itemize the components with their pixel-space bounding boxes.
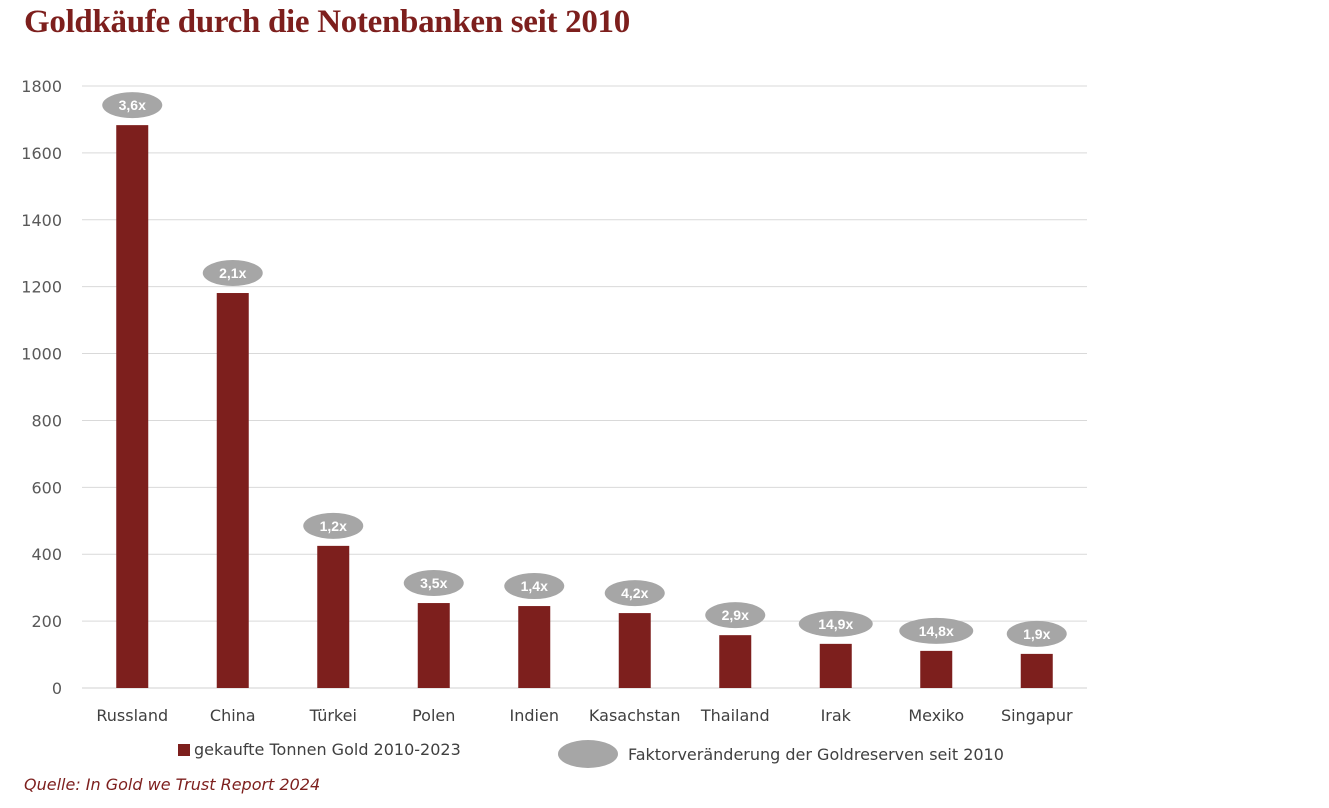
bar bbox=[317, 545, 350, 688]
bar-chart: 0 200 400 600 800 1000 1200 1400 1600 1800 3,6x 2,… bbox=[21, 77, 1087, 725]
gridlines bbox=[82, 85, 1087, 689]
chart-title: Goldkäufe durch die Notenbanken seit 201… bbox=[24, 4, 630, 40]
x-category-label: Kasachstan bbox=[589, 706, 681, 725]
bar bbox=[417, 603, 450, 688]
y-tick-label: 1800 bbox=[21, 77, 62, 96]
bar bbox=[116, 125, 149, 688]
factor-ellipse bbox=[899, 617, 974, 644]
factor-label: 14,9x bbox=[818, 616, 853, 632]
x-category-label: Russland bbox=[96, 706, 168, 725]
bar bbox=[216, 293, 249, 688]
factor-label: 1,2x bbox=[320, 518, 347, 534]
y-tick-label: 800 bbox=[31, 411, 62, 430]
factor-label: 2,9x bbox=[722, 607, 749, 623]
x-axis-categories: Russland China Türkei Polen Indien Kasachstan… bbox=[96, 706, 1073, 725]
legend-item-faktor: Faktorveränderung der Goldreserven seit … bbox=[558, 740, 1004, 768]
y-tick-label: 1000 bbox=[21, 345, 62, 364]
legend-label-tonnen: gekaufte Tonnen Gold 2010-2023 bbox=[194, 740, 461, 759]
factor-label: 3,5x bbox=[420, 575, 447, 591]
factor-ellipse bbox=[202, 260, 263, 287]
factor-ellipse bbox=[102, 92, 163, 119]
y-tick-label: 1400 bbox=[21, 211, 62, 230]
legend-swatch-bar bbox=[178, 743, 190, 756]
x-category-label: China bbox=[210, 706, 256, 725]
factor-label: 1,9x bbox=[1023, 626, 1050, 642]
factor-label: 2,1x bbox=[219, 265, 246, 281]
y-tick-label: 200 bbox=[31, 612, 62, 631]
x-category-label: Singapur bbox=[1001, 706, 1073, 725]
y-axis-ticks: 0 200 400 600 800 1000 1200 1400 1600 1800 bbox=[21, 77, 62, 698]
factor-ellipse bbox=[798, 610, 873, 637]
x-category-label: Indien bbox=[510, 706, 559, 725]
y-tick-label: 0 bbox=[52, 679, 62, 698]
factor-ellipse bbox=[1006, 620, 1067, 647]
bars bbox=[116, 125, 1053, 688]
factor-label: 14,8x bbox=[919, 623, 954, 639]
source-note: Quelle: In Gold we Trust Report 2024 bbox=[24, 775, 321, 794]
factor-ellipse bbox=[604, 580, 665, 607]
bar bbox=[518, 606, 551, 688]
y-tick-label: 1200 bbox=[21, 278, 62, 297]
legend-label-faktor: Faktorveränderung der Goldreserven seit … bbox=[628, 744, 1004, 764]
bar bbox=[719, 635, 752, 688]
x-category-label: Irak bbox=[821, 706, 852, 725]
factor-ellipse bbox=[303, 512, 364, 539]
legend-swatch-ellipse bbox=[558, 740, 618, 768]
y-tick-label: 400 bbox=[31, 545, 62, 564]
y-tick-label: 600 bbox=[31, 478, 62, 497]
factor-label: 4,2x bbox=[621, 585, 648, 601]
x-category-label: Mexiko bbox=[908, 706, 964, 725]
x-category-label: Türkei bbox=[309, 706, 357, 725]
factor-label: 3,6x bbox=[119, 97, 146, 113]
bar bbox=[618, 613, 651, 688]
factor-ellipse bbox=[705, 602, 766, 629]
y-tick-label: 1600 bbox=[21, 144, 62, 163]
x-category-label: Thailand bbox=[700, 706, 770, 725]
bar bbox=[920, 650, 953, 688]
legend-item-tonnen: gekaufte Tonnen Gold 2010-2023 bbox=[178, 740, 461, 759]
bar bbox=[1020, 653, 1053, 688]
factor-ellipse bbox=[504, 573, 565, 600]
x-category-label: Polen bbox=[412, 706, 455, 725]
factor-labels: 3,6x 2,1x 1,2x 3,5x 1,4x 4,2x 2,9x 14,9x 14,8x 1,… bbox=[102, 92, 1067, 647]
factor-ellipse bbox=[403, 570, 464, 597]
factor-label: 1,4x bbox=[521, 578, 548, 594]
bar bbox=[819, 643, 852, 688]
